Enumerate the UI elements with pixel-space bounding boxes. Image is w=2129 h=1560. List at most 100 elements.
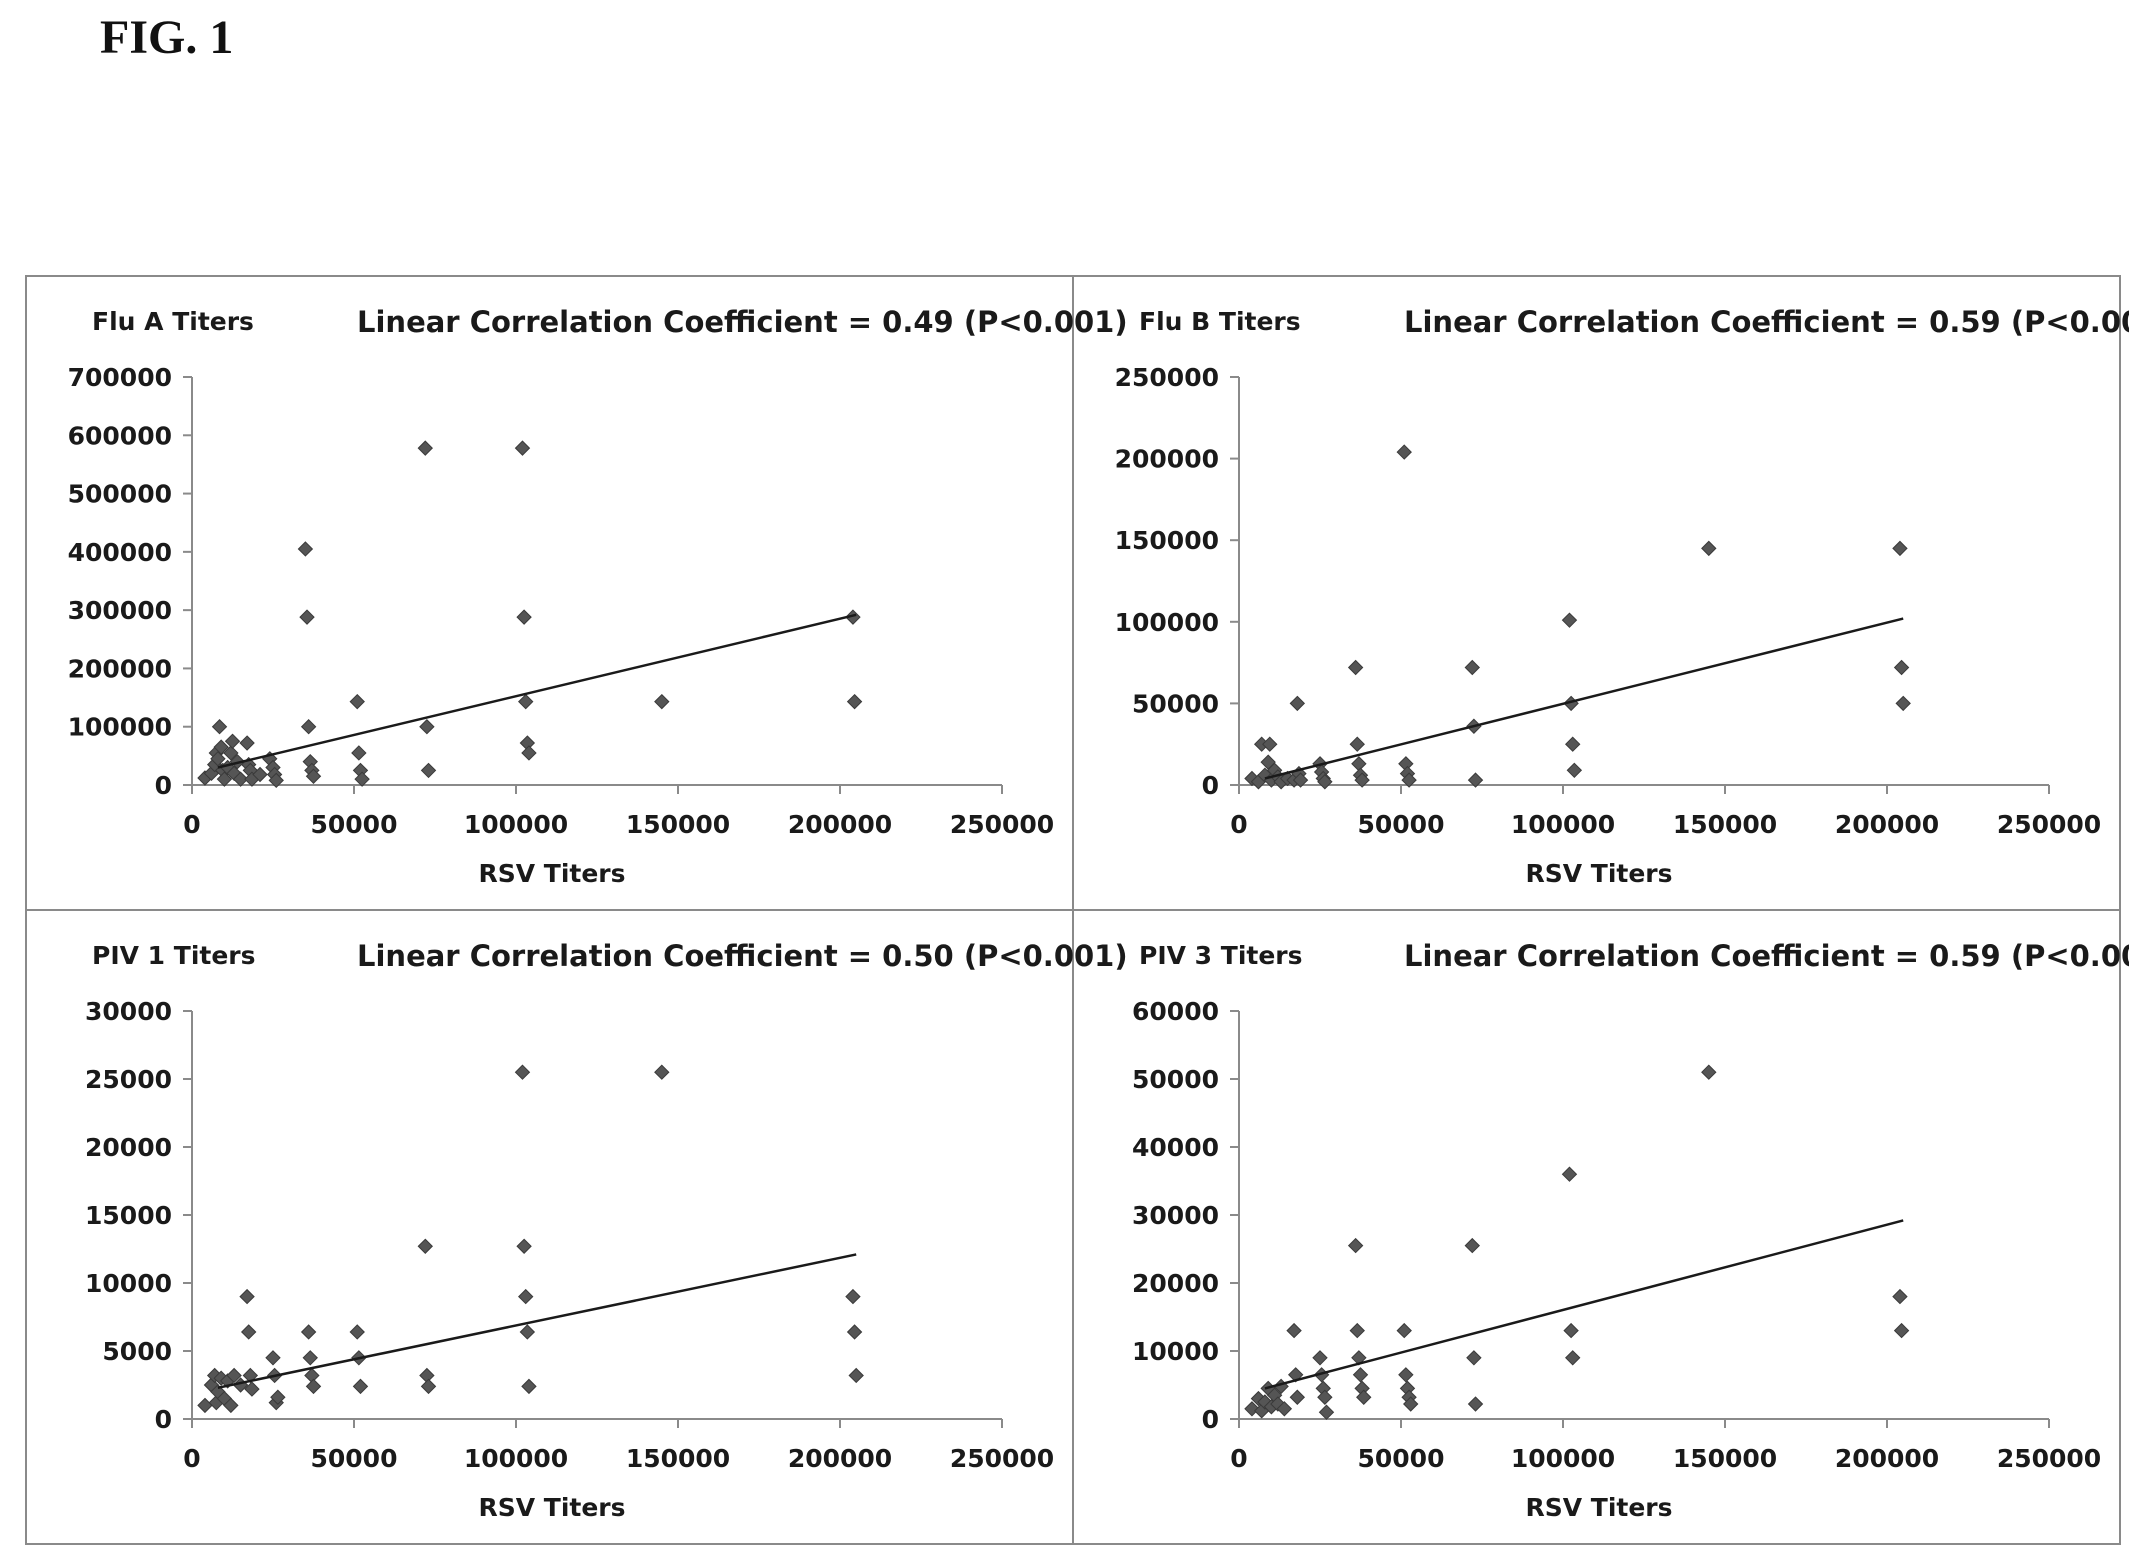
- data-point-35: [845, 1288, 861, 1305]
- data-point-23: [1356, 1389, 1372, 1405]
- trendline: [217, 1253, 857, 1389]
- y-tick-label-2: 20000: [1132, 1269, 1219, 1298]
- data-point-18: [1347, 1237, 1364, 1254]
- y-tick-label-2: 200000: [68, 654, 172, 683]
- data-point-23: [349, 1324, 365, 1340]
- data-point-27: [1401, 772, 1417, 788]
- x-tick-label-2: 100000: [1511, 1444, 1615, 1473]
- data-point-24: [297, 541, 314, 557]
- data-point-30: [516, 1238, 532, 1254]
- x-tick-label-5: 250000: [950, 810, 1054, 839]
- flu-a-x-label: RSV Titers: [478, 859, 626, 888]
- data-point-10: [1286, 1322, 1302, 1339]
- data-point-41: [521, 745, 537, 761]
- y-tick-label-4: 40000: [1132, 1133, 1219, 1162]
- data-point-31: [1561, 612, 1578, 628]
- x-tick-label-5: 250000: [1997, 810, 2101, 839]
- x-tick-label-1: 50000: [311, 1444, 398, 1473]
- data-point-8: [223, 1397, 239, 1414]
- data-point-10: [223, 745, 239, 761]
- trendline: [217, 613, 857, 769]
- data-point-25: [352, 1378, 369, 1395]
- data-point-8: [216, 771, 233, 787]
- data-point-15: [265, 1350, 281, 1366]
- data-point-33: [521, 1378, 537, 1395]
- y-tick-label-6: 600000: [68, 421, 172, 450]
- y-tick-label-4: 200000: [1115, 445, 1219, 474]
- data-point-39: [518, 693, 534, 710]
- flu-b-plot: 0 50000 100000 150000 200000 250000 0 50000 1000…: [1115, 363, 2102, 839]
- piv3-title: Linear Correlation Coefficient = 0.59 (P…: [1404, 939, 2129, 973]
- data-point-36: [1892, 1288, 1908, 1305]
- data-point-43: [845, 609, 861, 625]
- data-point-31: [1467, 1396, 1484, 1412]
- data-point-36: [420, 762, 437, 779]
- data-point-30: [1466, 1350, 1482, 1366]
- data-point-24: [1396, 1322, 1412, 1339]
- y-tick-label-1: 50000: [1132, 689, 1219, 718]
- y-tick-label-3: 300000: [68, 596, 172, 625]
- x-tick-label-3: 150000: [1673, 1444, 1777, 1473]
- data-point-12: [1289, 695, 1306, 712]
- data-point-29: [514, 1064, 531, 1080]
- y-tick-label-2: 10000: [85, 1269, 172, 1298]
- data-point-26: [417, 1238, 433, 1254]
- data-point-28: [1403, 1396, 1419, 1412]
- x-tick-label-2: 100000: [464, 810, 568, 839]
- y-tick-label-5: 500000: [68, 480, 172, 509]
- data-point-4: [210, 751, 226, 767]
- x-tick-label-1: 50000: [1358, 1444, 1445, 1473]
- data-point-18: [270, 1389, 286, 1405]
- y-tick-label-1: 5000: [102, 1337, 172, 1366]
- data-point-34: [1566, 762, 1583, 779]
- flu-a-title: Linear Correlation Coefficient = 0.49 (P…: [357, 305, 1128, 339]
- y-tick-label-1: 10000: [1132, 1337, 1219, 1366]
- flu-b-panel: 0 50000 100000 150000 200000 250000 0 50000 1000…: [1073, 277, 2129, 910]
- y-tick-label-5: 50000: [1132, 1065, 1219, 1094]
- x-tick-label-3: 150000: [1673, 810, 1777, 839]
- data-point-19: [1349, 1322, 1365, 1339]
- x-tick-label-4: 200000: [788, 1444, 892, 1473]
- data-point-31: [351, 745, 367, 761]
- y-tick-label-3: 150000: [1115, 526, 1219, 555]
- data-point-22: [305, 1378, 322, 1395]
- y-tick-label-3: 15000: [85, 1201, 172, 1230]
- data-point-35: [419, 719, 435, 735]
- data-point-19: [1347, 659, 1364, 676]
- flu-a-y-label: Flu A Titers: [92, 307, 254, 336]
- data-point-21: [1351, 756, 1367, 772]
- x-tick-label-5: 250000: [1997, 1444, 2101, 1473]
- data-point-30: [1467, 772, 1484, 788]
- x-tick-label-1: 50000: [1358, 810, 1445, 839]
- data-point-35: [1701, 1064, 1717, 1080]
- data-point-12: [240, 1324, 257, 1340]
- data-point-28: [1464, 659, 1480, 676]
- flu-a-plot: 0100000200000300000400000500000600000700…: [68, 363, 1055, 839]
- data-point-6: [213, 739, 229, 755]
- data-point-25: [299, 609, 315, 625]
- data-point-36: [846, 1324, 863, 1340]
- data-point-23: [268, 772, 284, 789]
- piv3-plot: 0 10000 20000 30000 40000 50000 60000 0 50000 100…: [1132, 997, 2101, 1473]
- data-point-13: [1312, 1350, 1328, 1366]
- x-tick-label-3: 150000: [626, 1444, 730, 1473]
- data-point-20: [1349, 736, 1365, 752]
- data-point-29: [1464, 1237, 1480, 1254]
- data-point-34: [654, 1064, 670, 1080]
- data-point-44: [846, 693, 863, 710]
- data-point-0: [197, 1397, 213, 1414]
- x-tick-label-4: 200000: [788, 810, 892, 839]
- y-tick-label-1: 100000: [68, 713, 172, 742]
- figure-label: FIG. 1: [100, 11, 234, 64]
- data-point-37: [1893, 659, 1910, 676]
- y-tick-label-0: 0: [1202, 771, 1219, 800]
- data-point-33: [354, 771, 370, 787]
- data-point-14: [232, 771, 249, 787]
- x-tick-label-4: 200000: [1835, 810, 1939, 839]
- trendline: [1264, 617, 1904, 780]
- chart-grid: 0 100000 200000 300000 400000 500000 600000 700…: [25, 275, 2129, 1545]
- data-point-34: [417, 440, 433, 456]
- data-point-35: [1701, 540, 1717, 557]
- y-tick-label-4: 400000: [68, 538, 172, 567]
- data-point-36: [1892, 540, 1908, 557]
